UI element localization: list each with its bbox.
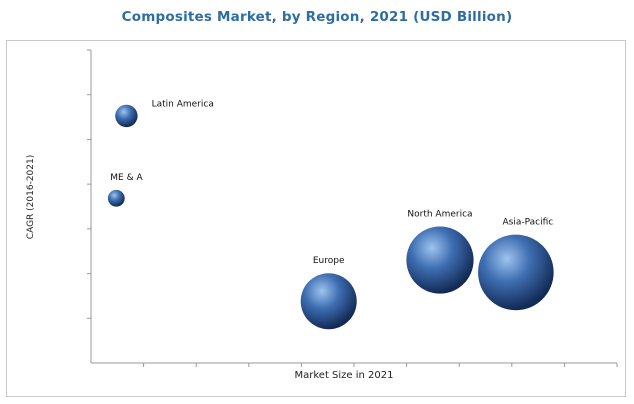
bubble-label-me-a: ME & A [110, 173, 143, 183]
x-axis-label: Market Size in 2021 [294, 370, 393, 381]
bubble-asia-pacific [478, 234, 554, 311]
bubble-label-north-america: North America [407, 209, 472, 219]
bubble-label-latin-america: Latin America [152, 100, 214, 110]
bubble-label-asia-pacific: Asia-Pacific [502, 218, 553, 228]
bubble-europe [300, 273, 357, 330]
bubble-latin-america [115, 104, 138, 128]
chart-frame [6, 40, 626, 397]
bubble-label-europe: Europe [313, 256, 345, 266]
bubble-me-a [107, 189, 125, 207]
bubble-north-america [406, 226, 474, 294]
y-axis-label: CAGR (2016-2021) [26, 155, 36, 239]
chart-title: Composites Market, by Region, 2021 (USD … [121, 9, 513, 25]
